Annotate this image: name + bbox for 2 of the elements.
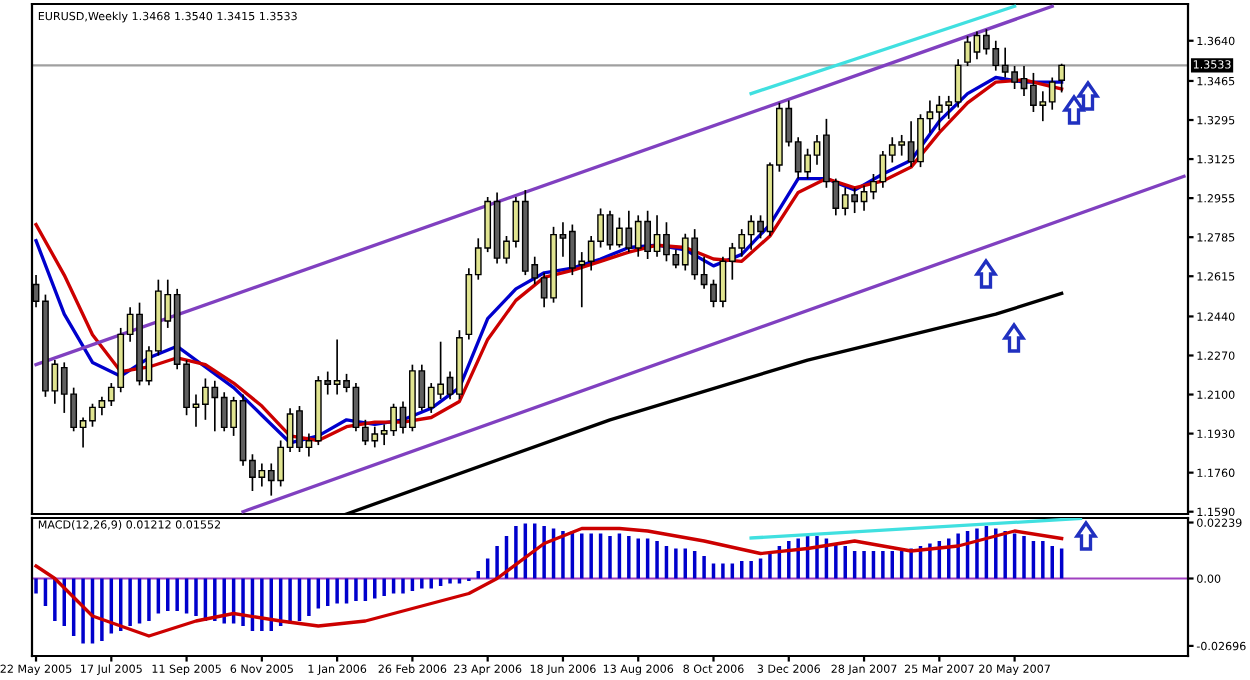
line-series xyxy=(34,526,1064,638)
candlestick xyxy=(1058,62,1066,94)
